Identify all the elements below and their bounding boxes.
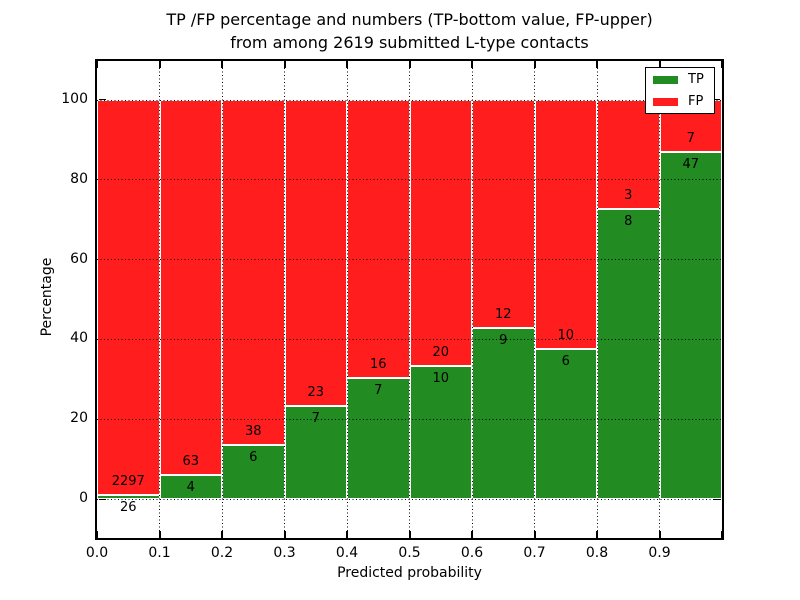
chart-title-line1: TP /FP percentage and numbers (TP-bottom… (166, 10, 653, 29)
legend-label-fp: FP (688, 94, 704, 109)
v-gridline (284, 61, 285, 538)
x-tick-mark-bottom (721, 531, 723, 538)
y-tick-label: 20 (70, 410, 88, 427)
y-tick-label: 60 (70, 250, 88, 267)
x-tick-mark-top (596, 61, 598, 68)
x-tick-mark-bottom (471, 531, 473, 538)
x-axis-label: Predicted probability (337, 565, 482, 581)
x-tick-mark-bottom (658, 531, 661, 538)
x-tick-label: 0.4 (335, 545, 359, 561)
v-gridline (534, 61, 535, 538)
x-tick-mark-bottom (283, 531, 286, 538)
tp-count-label: 6 (249, 449, 258, 465)
v-gridline (346, 61, 348, 538)
tp-count-label: 7 (311, 410, 320, 426)
x-tick-mark-top (158, 61, 161, 68)
v-gridline (159, 61, 160, 538)
fp-count-label: 2297 (111, 473, 145, 489)
bar-segment-fp (472, 100, 535, 328)
x-tick-label: 0.2 (210, 545, 234, 561)
x-tick-mark-top (96, 61, 98, 68)
bar-segment-tp (659, 151, 722, 499)
tp-count-label: 4 (186, 480, 195, 496)
y-tick-label: 40 (70, 330, 88, 347)
x-tick-mark-top (533, 61, 536, 68)
x-tick-mark-bottom (596, 531, 598, 538)
y-axis-label: Percentage (39, 257, 55, 337)
legend-swatch-fp-icon (653, 97, 678, 106)
tp-count-label: 26 (119, 499, 137, 515)
x-tick-label: 0.8 (585, 545, 609, 561)
x-tick-mark-top (408, 61, 411, 68)
x-tick-mark-top (658, 61, 661, 68)
x-tick-label: 0.9 (648, 545, 671, 561)
v-gridline (471, 61, 473, 538)
y-tick-label: 100 (61, 91, 88, 107)
legend-item-fp: FP (646, 91, 714, 112)
x-tick-mark-top (721, 61, 723, 68)
chart-title-line2: from among 2619 submitted L-type contact… (230, 33, 589, 52)
legend-label-tp: TP (688, 72, 704, 87)
tp-count-label: 6 (561, 354, 570, 370)
legend-swatch-tp-icon (653, 75, 678, 84)
x-tick-mark-bottom (158, 531, 161, 538)
y-tick-label: 0 (79, 490, 88, 506)
bar-segment-tp (534, 349, 597, 499)
tp-count-label: 7 (374, 382, 383, 398)
fp-count-label: 16 (369, 356, 387, 372)
x-tick-mark-bottom (221, 531, 223, 538)
fp-count-label: 20 (432, 345, 450, 360)
x-tick-label: 0.1 (148, 545, 171, 561)
bar-segment-fp (97, 100, 160, 495)
fp-count-label: 23 (307, 384, 325, 400)
v-gridline (596, 61, 598, 538)
legend: TP FP (645, 67, 715, 114)
fp-count-label: 7 (686, 130, 695, 146)
fp-count-label: 10 (557, 328, 575, 344)
bar-segment-fp (347, 100, 410, 378)
v-gridline (659, 61, 660, 538)
fp-count-label: 12 (494, 307, 512, 322)
y-tick-label: 80 (70, 170, 88, 187)
tp-count-label: 47 (682, 156, 700, 172)
v-gridline (221, 61, 223, 538)
tp-count-label: 10 (432, 371, 450, 386)
x-tick-mark-bottom (408, 531, 411, 538)
x-tick-label: 0.3 (273, 545, 296, 561)
x-tick-mark-bottom (346, 531, 348, 538)
tp-count-label: 8 (624, 213, 633, 229)
chart-title: TP /FP percentage and numbers (TP-bottom… (97, 8, 722, 54)
fp-count-label: 38 (244, 423, 262, 439)
x-tick-label: 0.7 (523, 545, 546, 561)
x-tick-label: 0.0 (85, 545, 109, 561)
x-tick-label: 0.6 (460, 545, 484, 561)
bar-segment-fp (409, 100, 472, 366)
x-tick-mark-top (471, 61, 473, 68)
tp-count-label: 9 (499, 333, 508, 348)
v-gridline (409, 61, 410, 538)
fp-count-label: 3 (624, 187, 633, 203)
x-tick-mark-bottom (533, 531, 536, 538)
bar-segment-tp (222, 444, 285, 499)
x-tick-mark-top (283, 61, 286, 68)
x-tick-label: 0.5 (398, 545, 421, 561)
x-tick-mark-top (346, 61, 348, 68)
x-tick-mark-top (221, 61, 223, 68)
bar-segment-tp (347, 377, 410, 499)
x-tick-mark-bottom (96, 531, 98, 538)
fp-count-label: 63 (182, 454, 200, 470)
legend-item-tp: TP (646, 69, 714, 90)
